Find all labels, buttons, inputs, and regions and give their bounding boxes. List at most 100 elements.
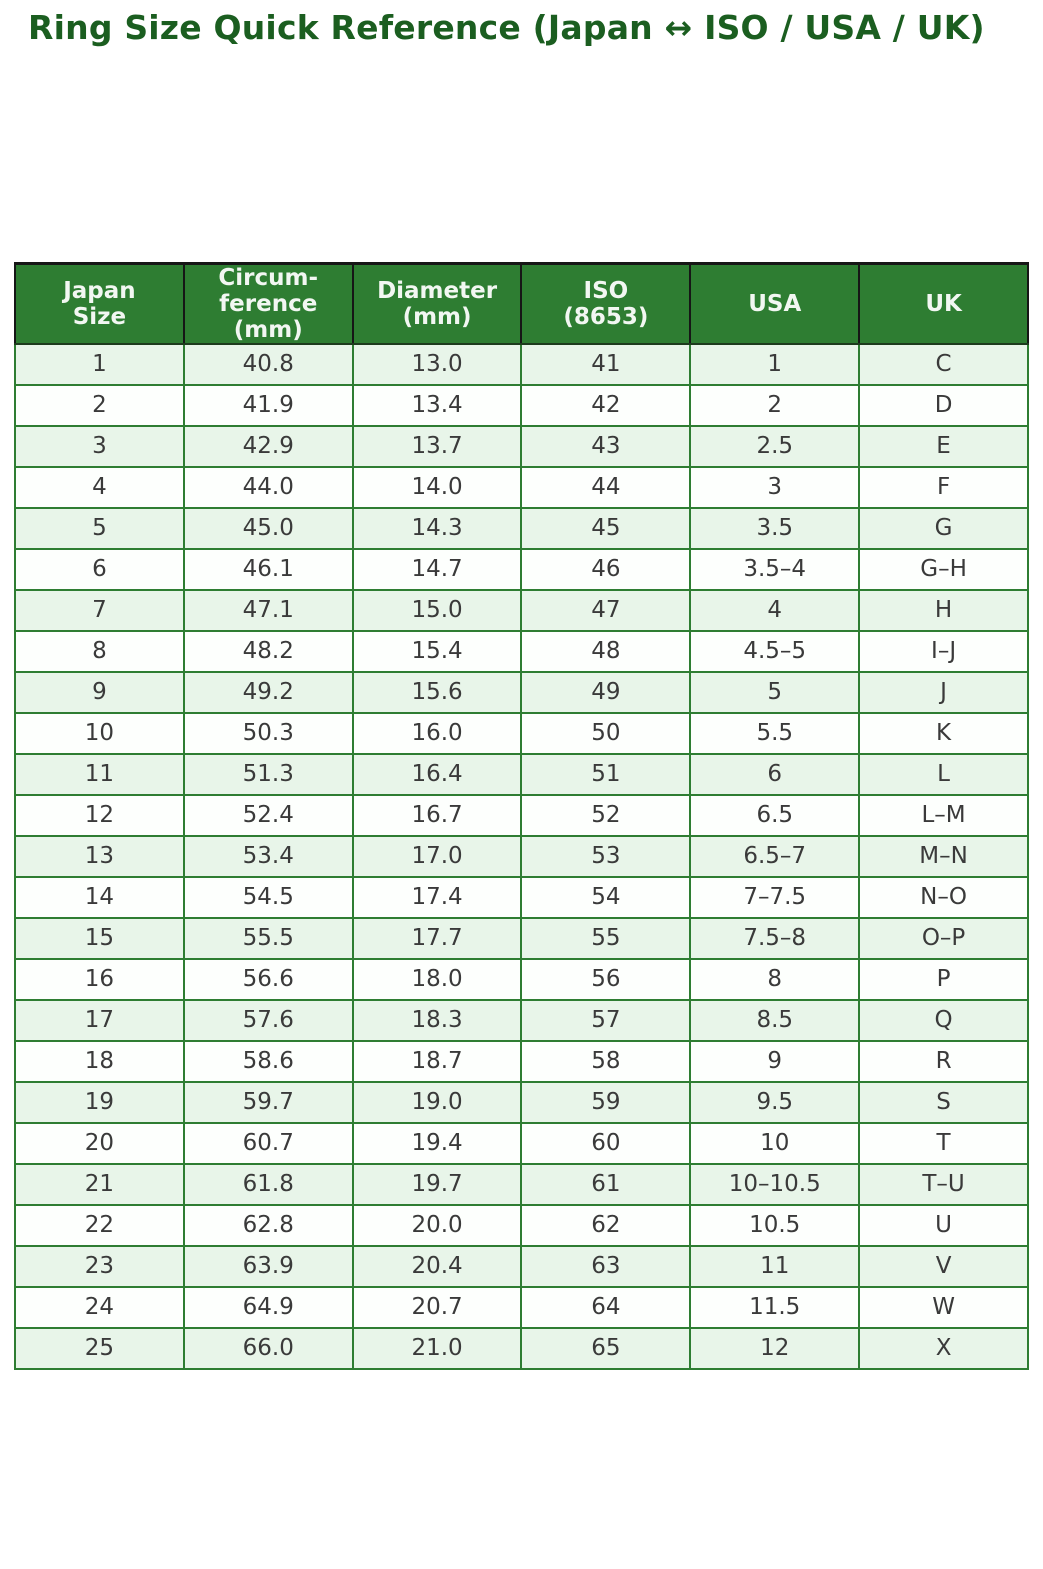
table-row: 5 45.0 14.3 45 3.5 G	[14, 506, 1029, 550]
cell-diameter-mm: 13.4	[351, 383, 523, 427]
cell-diameter-mm: 19.4	[351, 1121, 523, 1165]
cell-japan-size: 9	[14, 670, 185, 714]
cell-uk: F	[858, 465, 1029, 509]
cell-circumference-mm: 59.7	[182, 1080, 354, 1124]
cell-circumference-mm: 52.4	[182, 793, 354, 837]
cell-iso-8653: 59	[520, 1080, 692, 1124]
cell-diameter-mm: 18.0	[351, 957, 523, 1001]
cell-uk: X	[858, 1326, 1029, 1370]
cell-japan-size: 13	[14, 834, 185, 878]
header-usa: USA	[689, 261, 861, 345]
table-row: 9 49.2 15.6 49 5 J	[14, 670, 1029, 714]
cell-uk: G	[858, 506, 1029, 550]
header-circumference-mm: Circum- ference (mm)	[182, 261, 354, 345]
table-row: 25 66.0 21.0 65 12 X	[14, 1326, 1029, 1370]
cell-japan-size: 2	[14, 383, 185, 427]
cell-diameter-mm: 14.3	[351, 506, 523, 550]
cell-japan-size: 16	[14, 957, 185, 1001]
cell-uk: O–P	[858, 916, 1029, 960]
cell-iso-8653: 42	[520, 383, 692, 427]
table-row: 6 46.1 14.7 46 3.5–4 G–H	[14, 547, 1029, 591]
table-body: 1 40.8 13.0 41 1 C 2 41.9 13.4 42 2 D 3 42.9 13.7 43 2.5…	[14, 342, 1029, 1370]
cell-japan-size: 21	[14, 1162, 185, 1206]
cell-japan-size: 15	[14, 916, 185, 960]
cell-uk: S	[858, 1080, 1029, 1124]
cell-uk: T–U	[858, 1162, 1029, 1206]
table-row: 24 64.9 20.7 64 11.5 W	[14, 1285, 1029, 1329]
cell-japan-size: 4	[14, 465, 185, 509]
table-row: 8 48.2 15.4 48 4.5–5 I–J	[14, 629, 1029, 673]
cell-circumference-mm: 48.2	[182, 629, 354, 673]
cell-japan-size: 1	[14, 342, 185, 386]
cell-japan-size: 22	[14, 1203, 185, 1247]
cell-iso-8653: 63	[520, 1244, 692, 1288]
cell-usa: 10.5	[689, 1203, 861, 1247]
cell-japan-size: 5	[14, 506, 185, 550]
table-row: 19 59.7 19.0 59 9.5 S	[14, 1080, 1029, 1124]
cell-uk: I–J	[858, 629, 1029, 673]
cell-usa: 7.5–8	[689, 916, 861, 960]
cell-japan-size: 8	[14, 629, 185, 673]
cell-uk: L–M	[858, 793, 1029, 837]
cell-usa: 2.5	[689, 424, 861, 468]
cell-japan-size: 18	[14, 1039, 185, 1083]
cell-iso-8653: 51	[520, 752, 692, 796]
cell-circumference-mm: 62.8	[182, 1203, 354, 1247]
cell-usa: 6.5–7	[689, 834, 861, 878]
cell-usa: 7–7.5	[689, 875, 861, 919]
cell-diameter-mm: 19.0	[351, 1080, 523, 1124]
cell-iso-8653: 57	[520, 998, 692, 1042]
table-row: 17 57.6 18.3 57 8.5 Q	[14, 998, 1029, 1042]
cell-japan-size: 10	[14, 711, 185, 755]
table-row: 2 41.9 13.4 42 2 D	[14, 383, 1029, 427]
header-iso-8653: ISO (8653)	[520, 261, 692, 345]
cell-usa: 6.5	[689, 793, 861, 837]
cell-circumference-mm: 40.8	[182, 342, 354, 386]
cell-usa: 5.5	[689, 711, 861, 755]
cell-usa: 4.5–5	[689, 629, 861, 673]
table-row: 16 56.6 18.0 56 8 P	[14, 957, 1029, 1001]
cell-diameter-mm: 20.4	[351, 1244, 523, 1288]
cell-uk: V	[858, 1244, 1029, 1288]
cell-circumference-mm: 63.9	[182, 1244, 354, 1288]
table-row: 23 63.9 20.4 63 11 V	[14, 1244, 1029, 1288]
cell-iso-8653: 49	[520, 670, 692, 714]
cell-iso-8653: 48	[520, 629, 692, 673]
cell-circumference-mm: 55.5	[182, 916, 354, 960]
cell-uk: N–O	[858, 875, 1029, 919]
cell-diameter-mm: 17.7	[351, 916, 523, 960]
cell-usa: 11	[689, 1244, 861, 1288]
table-row: 21 61.8 19.7 61 10–10.5 T–U	[14, 1162, 1029, 1206]
cell-uk: D	[858, 383, 1029, 427]
cell-japan-size: 12	[14, 793, 185, 837]
cell-diameter-mm: 18.3	[351, 998, 523, 1042]
cell-iso-8653: 47	[520, 588, 692, 632]
cell-usa: 1	[689, 342, 861, 386]
cell-diameter-mm: 20.7	[351, 1285, 523, 1329]
table-row: 11 51.3 16.4 51 6 L	[14, 752, 1029, 796]
table-row: 18 58.6 18.7 58 9 R	[14, 1039, 1029, 1083]
cell-usa: 5	[689, 670, 861, 714]
cell-diameter-mm: 21.0	[351, 1326, 523, 1370]
table-row: 7 47.1 15.0 47 4 H	[14, 588, 1029, 632]
cell-japan-size: 7	[14, 588, 185, 632]
cell-iso-8653: 44	[520, 465, 692, 509]
cell-diameter-mm: 16.0	[351, 711, 523, 755]
cell-circumference-mm: 42.9	[182, 424, 354, 468]
cell-diameter-mm: 14.0	[351, 465, 523, 509]
cell-iso-8653: 55	[520, 916, 692, 960]
cell-uk: E	[858, 424, 1029, 468]
cell-circumference-mm: 64.9	[182, 1285, 354, 1329]
table-row: 4 44.0 14.0 44 3 F	[14, 465, 1029, 509]
header-japan-size: Japan Size	[14, 261, 185, 345]
cell-iso-8653: 56	[520, 957, 692, 1001]
cell-iso-8653: 54	[520, 875, 692, 919]
cell-iso-8653: 45	[520, 506, 692, 550]
table-row: 3 42.9 13.7 43 2.5 E	[14, 424, 1029, 468]
cell-uk: R	[858, 1039, 1029, 1083]
cell-usa: 2	[689, 383, 861, 427]
cell-iso-8653: 41	[520, 342, 692, 386]
cell-circumference-mm: 44.0	[182, 465, 354, 509]
cell-circumference-mm: 57.6	[182, 998, 354, 1042]
ring-size-table: Japan Size Circum- ference (mm) Diameter…	[14, 261, 1029, 1370]
